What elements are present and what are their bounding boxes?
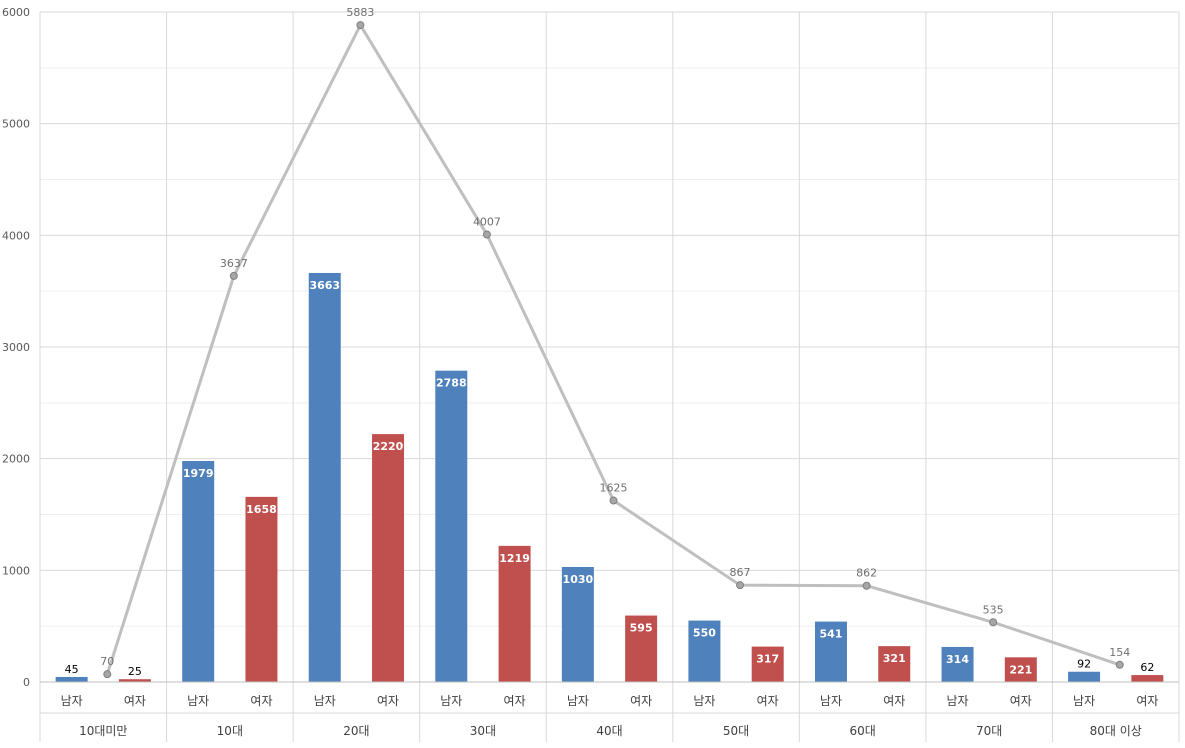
line-point [609,496,618,505]
x-sub-label: 남자 [1073,694,1095,708]
bar-male [941,646,974,682]
x-sub-label: 여자 [1010,694,1032,708]
x-sub-label: 남자 [314,694,336,708]
bar-female [878,646,911,682]
x-sub-label: 남자 [693,694,715,708]
x-group-label: 20대 [343,724,369,738]
bar-male [55,676,88,682]
bar-female [498,545,531,682]
x-sub-label: 여자 [504,694,526,708]
y-tick-label: 5000 [2,118,30,131]
y-tick-label: 1000 [2,564,30,577]
x-sub-label: 여자 [883,694,905,708]
line-point [356,21,365,30]
y-tick-label: 4000 [2,229,30,242]
bar-female [625,615,658,682]
bar-female [118,679,151,682]
line-data-label: 867 [730,566,751,579]
line-data-label: 70 [100,655,114,668]
x-sub-label: 여자 [250,694,272,708]
y-tick-label: 6000 [2,6,30,19]
gridlines [39,11,1180,742]
bar-male [182,461,215,682]
x-sub-label: 여자 [1136,694,1158,708]
y-axis: 0 1000 2000 3000 4000 5000 6000 [2,6,30,689]
line-point [989,618,998,627]
line-point [229,271,238,280]
line-data-label: 862 [856,567,877,580]
line-data-label: 4007 [473,216,501,229]
x-group-label: 10대미만 [79,724,127,738]
x-sub-label: 여자 [630,694,652,708]
bar-male [1068,671,1101,682]
bar-data-label: 2788 [436,377,467,390]
bar-data-label: 550 [693,627,716,640]
x-group-label: 60대 [849,724,875,738]
line-data-label: 3637 [220,257,248,270]
x-sub-label: 남자 [820,694,842,708]
line-point [482,230,491,239]
line-data-label: 5883 [346,6,374,19]
bar-male [435,370,468,682]
bar-female [372,434,405,682]
total-line: 70 3637 5883 4007 1625 867 862 535 154 [100,6,1130,679]
x-group-label: 80대 이상 [1090,724,1142,738]
y-tick-label: 3000 [2,341,30,354]
x-group-label: 10대 [217,724,243,738]
bar-data-label: 62 [1140,661,1154,674]
bar-data-label: 317 [756,653,779,666]
line-point [103,670,112,679]
bar-female [245,496,278,682]
x-group-label: 50대 [723,724,749,738]
y-tick-label: 0 [23,676,30,689]
bar-data-label: 45 [65,663,79,676]
bar-data-label: 1030 [563,573,594,586]
x-sub-label: 여자 [757,694,779,708]
bar-data-label: 1658 [246,503,277,516]
line-data-label: 535 [983,603,1004,616]
bar-female [1131,675,1164,682]
x-axis: 남자 여자 10대미만 남자 여자 10대 남자 여자 20대 남자 여자 30대 남자 여자 40대 남자 여… [40,681,1179,738]
x-sub-label: 남자 [187,694,209,708]
bars: 45 1979 3663 2788 1030 550 541 314 92 25 1658 2220 1… [55,272,1164,682]
bar-data-label: 1979 [183,467,214,480]
x-group-label: 70대 [976,724,1002,738]
bar-data-label: 92 [1077,658,1091,671]
y-tick-label: 2000 [2,453,30,466]
bar-data-label: 25 [128,665,142,678]
x-sub-label: 여자 [124,694,146,708]
bar-data-label: 314 [946,653,969,666]
line-point [736,581,745,590]
bar-data-label: 221 [1009,663,1032,676]
bar-data-label: 595 [630,622,653,635]
line-point [1115,660,1124,669]
bar-female [751,646,784,682]
bar-male [814,621,847,682]
bar-data-label: 3663 [309,279,340,292]
bar-male [561,566,594,682]
bar-male [688,620,721,682]
line-point [862,581,871,590]
bar-data-label: 2220 [373,440,404,453]
x-sub-label: 남자 [946,694,968,708]
x-sub-label: 남자 [567,694,589,708]
x-sub-label: 여자 [377,694,399,708]
bar-data-label: 321 [883,652,906,665]
x-sub-label: 남자 [61,694,83,708]
bar-female [1004,657,1037,682]
line-data-label: 154 [1109,646,1130,659]
bar-data-label: 1219 [499,552,530,565]
bar-data-label: 541 [819,628,842,641]
bar-male [308,272,341,682]
x-group-label: 30대 [470,724,496,738]
x-sub-label: 남자 [440,694,462,708]
line-data-label: 1625 [600,482,628,495]
x-group-label: 40대 [596,724,622,738]
